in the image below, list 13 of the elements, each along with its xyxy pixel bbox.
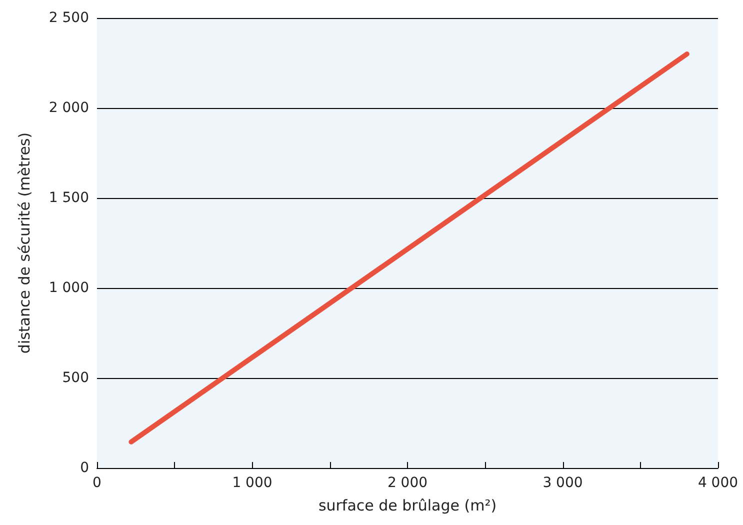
y-tick-label: 2 500 xyxy=(48,10,89,26)
x-tick-label: 3 000 xyxy=(542,475,583,491)
y-tick-label: 1 000 xyxy=(48,280,89,296)
y-tick-label: 0 xyxy=(80,460,89,476)
y-axis-title: distance de sécurité (mètres) xyxy=(16,132,34,354)
x-tick-label: 4 000 xyxy=(698,475,738,491)
y-tick-label: 1 500 xyxy=(48,190,89,206)
x-tick-label: 1 000 xyxy=(232,475,272,491)
x-axis-title: surface de brûlage (m²) xyxy=(318,496,497,514)
y-tick-label: 500 xyxy=(62,370,89,386)
y-tick-label: 2 000 xyxy=(48,100,89,116)
x-tick-label: 0 xyxy=(92,475,102,491)
x-tick-label: 2 000 xyxy=(387,475,428,491)
